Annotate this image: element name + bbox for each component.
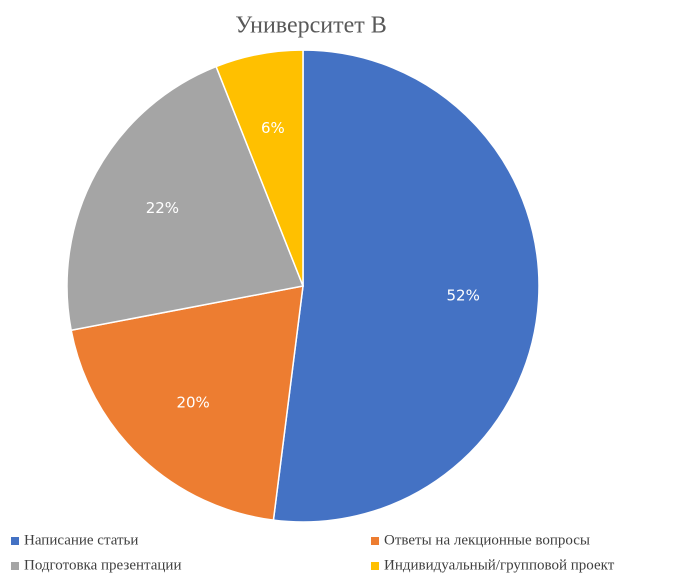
data-label: 6% — [261, 119, 285, 137]
data-label: 22% — [146, 199, 179, 217]
legend-label: Индивидуальный/групповой проект — [384, 557, 615, 573]
legend-swatch — [371, 537, 379, 545]
legend-label: Написание статьи — [24, 532, 138, 548]
data-label: 20% — [176, 393, 209, 411]
legend-swatch — [11, 562, 19, 570]
pie-slice — [215, 49, 304, 287]
legend-label: Подготовка презентации — [24, 557, 181, 573]
pie-slice — [66, 65, 305, 332]
legend-swatch — [371, 562, 379, 570]
legend-swatch — [11, 537, 19, 545]
legend-label: Ответы на лекционные вопросы — [384, 532, 590, 548]
pie-slice — [272, 49, 540, 523]
chart-title: Университет В — [235, 13, 387, 39]
pie-slice — [70, 285, 304, 521]
data-label: 52% — [446, 287, 479, 305]
